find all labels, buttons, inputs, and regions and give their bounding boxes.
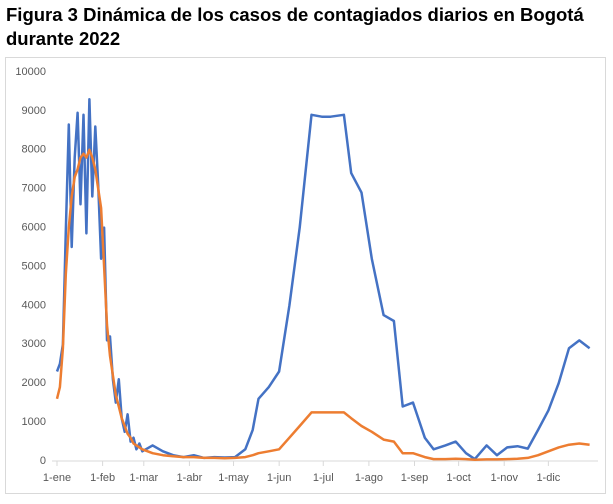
y-tick-label: 8000: [22, 144, 46, 156]
y-tick-label: 3000: [22, 338, 46, 350]
x-tick-label: 1-ene: [43, 472, 71, 484]
x-tick-label: 1-may: [218, 472, 249, 484]
y-tick-label: 1000: [22, 416, 46, 428]
series-line: [55, 148, 590, 462]
x-tick-label: 1-nov: [490, 472, 518, 484]
x-tick-label: 1-jun: [267, 472, 291, 484]
x-tick-label: 1-ago: [355, 472, 383, 484]
x-tick-label: 1-dic: [536, 472, 560, 484]
y-tick-label: 4000: [22, 299, 46, 311]
y-tick-label: 6000: [22, 222, 46, 234]
y-tick-label: 5000: [22, 260, 46, 272]
x-tick-label: 1-oct: [446, 472, 470, 484]
y-tick-label: 2000: [22, 377, 46, 389]
x-tick-label: 1-abr: [177, 472, 203, 484]
x-tick-label: 1-mar: [129, 472, 158, 484]
x-tick-label: 1-feb: [90, 472, 115, 484]
y-tick-label: 10000: [15, 66, 46, 78]
x-tick-label: 1-jul: [313, 472, 334, 484]
x-tick-label: 1-sep: [401, 472, 429, 484]
chart-frame: [5, 57, 606, 494]
chart-title: Figura 3 Dinámica de los casos de contag…: [6, 4, 584, 49]
y-tick-label: 0: [40, 455, 46, 467]
y-tick-label: 7000: [22, 183, 46, 195]
y-tick-label: 9000: [22, 105, 46, 117]
